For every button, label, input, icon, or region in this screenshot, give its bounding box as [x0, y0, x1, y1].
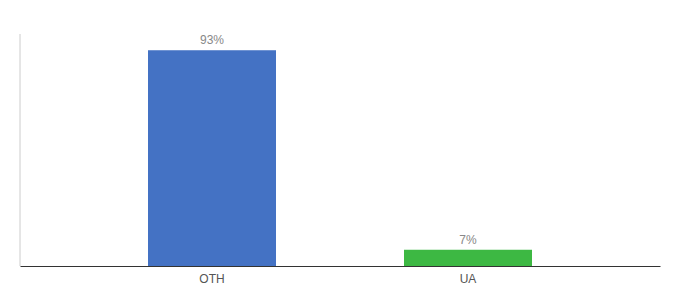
x-axis-domain [21, 266, 661, 267]
data-label: 7% [459, 233, 477, 247]
x-tick: UA [460, 266, 477, 286]
x-tick-label: UA [460, 272, 477, 286]
x-tick-label: OTH [199, 272, 224, 286]
data-label: 93% [200, 33, 224, 47]
x-axis: OTH UA [21, 266, 661, 286]
bar [404, 250, 532, 266]
y-axis-line [20, 34, 21, 266]
data-labels: 93% 7% [200, 33, 477, 247]
x-tick: OTH [199, 266, 224, 286]
bar [148, 50, 276, 266]
bars [148, 50, 532, 266]
plot: OTH UA 93% 7% [20, 33, 661, 285]
chart: OTH UA 93% 7% [0, 0, 680, 300]
